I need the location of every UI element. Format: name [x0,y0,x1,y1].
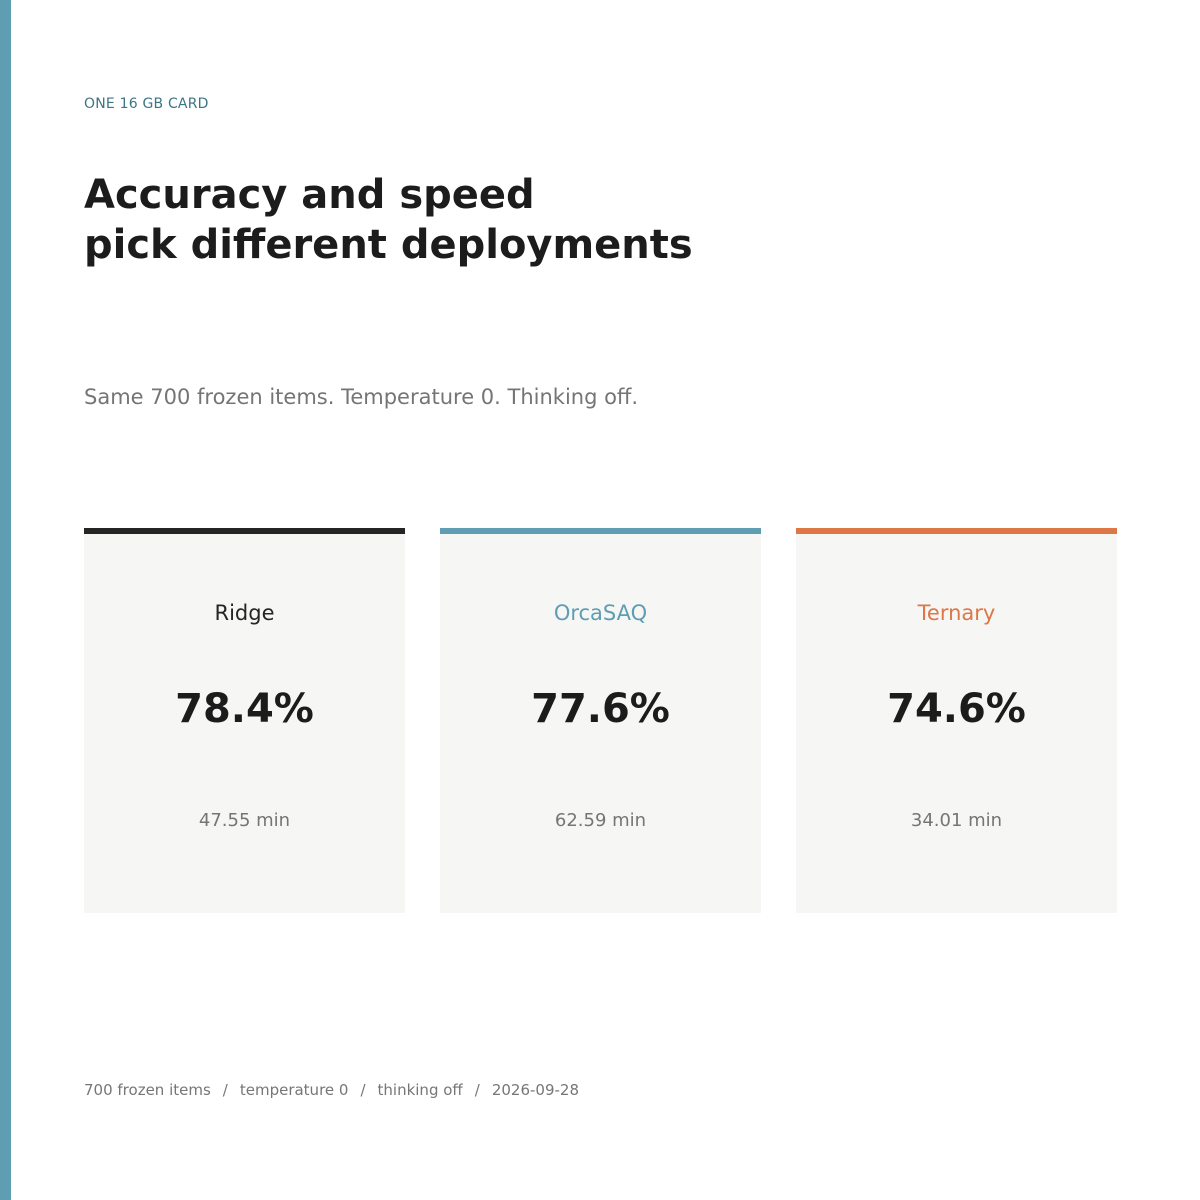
card-name: Ternary [917,601,996,625]
card-time: 34.01 min [910,810,1003,831]
footer-item: 2026-09-28 [491,1081,579,1099]
page-title: Accuracy and speed pick different deploy… [84,170,693,270]
footer-item: 700 frozen items [84,1081,211,1099]
card-ternary: Ternary 74.6% 34.01 min [796,528,1117,913]
card-name: Ridge [214,601,275,625]
footer-separator: / [222,1081,228,1099]
page-title-line-1: Accuracy and speed [84,172,535,218]
footer-separator: / [360,1081,366,1099]
footer-separator: / [474,1081,480,1099]
footer-item: temperature 0 [239,1081,349,1099]
card-ridge: Ridge 78.4% 47.55 min [84,528,405,913]
card-accuracy: 77.6% [531,686,670,732]
footer-meta: 700 frozen items / temperature 0 / thinking … [84,1081,579,1099]
card-time: 62.59 min [554,810,647,831]
subtitle: Same 700 frozen items. Temperature 0. Th… [84,385,639,409]
page-title-line-2: pick different deployments [84,222,693,268]
footer-item: thinking off [377,1081,463,1099]
card-time: 47.55 min [198,810,291,831]
card-orcasaq: OrcaSAQ 77.6% 62.59 min [440,528,761,913]
card-name: OrcaSAQ [553,601,648,625]
card-accuracy: 74.6% [887,686,1026,732]
left-accent-bar [0,0,11,1200]
eyebrow-label: ONE 16 GB CARD [84,96,209,112]
card-accuracy: 78.4% [175,686,314,732]
